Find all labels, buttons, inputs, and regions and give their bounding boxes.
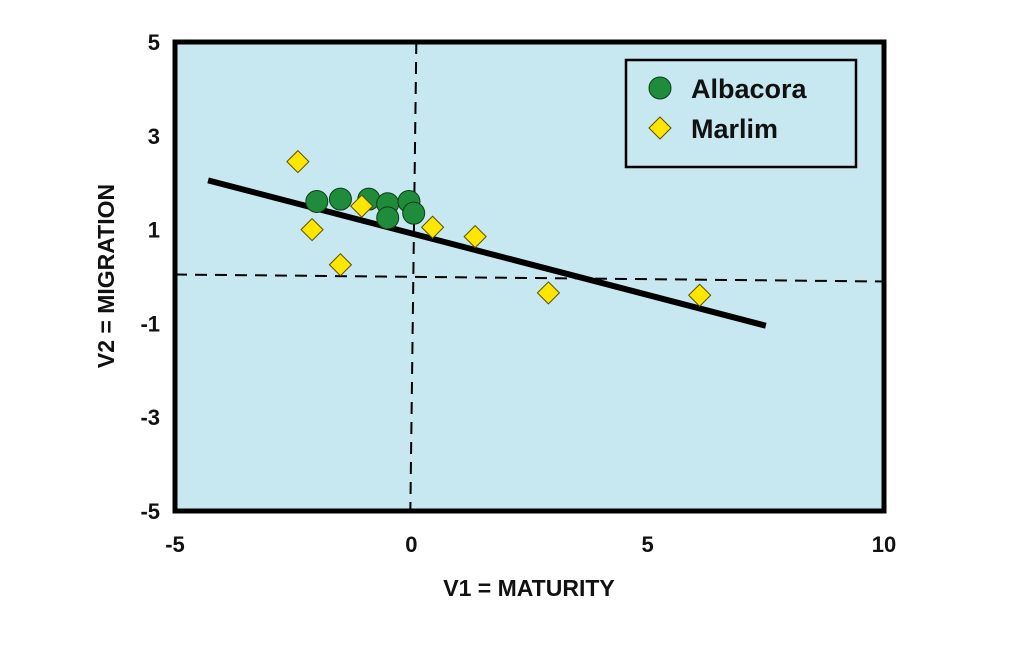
legend: Albacora Marlim [624, 58, 858, 169]
marlim-point [349, 194, 374, 218]
marlim-point [328, 253, 353, 277]
y-axis-title: V2 = MIGRATION [93, 184, 119, 368]
reference-line-horizontal [174, 273, 885, 283]
series-marlim [286, 149, 712, 307]
marlim-point [286, 149, 310, 174]
y-tick-label: -1 [140, 311, 160, 336]
legend-marker-albacora [648, 76, 672, 100]
legend-label-marlim: Marlim [691, 114, 778, 144]
x-tick-label: 5 [642, 532, 654, 557]
y-tick-label: -5 [140, 499, 160, 524]
marlim-point [300, 217, 324, 242]
albacora-point [328, 187, 352, 211]
marlim-point [420, 215, 445, 239]
marlim-point [463, 224, 487, 249]
plot-frame [172, 39, 887, 514]
legend-label-albacora: Albacora [691, 74, 808, 104]
x-tick-label: -5 [165, 532, 185, 557]
y-tick-label: 5 [148, 30, 160, 55]
trend-line [207, 177, 767, 329]
albacora-point [402, 201, 426, 225]
y-tick-label: 3 [148, 124, 160, 149]
y-tick-label: 1 [148, 218, 160, 243]
reference-line-vertical [409, 41, 418, 512]
marlim-point [536, 281, 561, 305]
x-tick-label: 0 [405, 532, 417, 557]
albacora-point [305, 189, 329, 213]
albacora-point [376, 206, 400, 230]
y-tick-label: -3 [140, 405, 160, 430]
marlim-point [687, 283, 712, 307]
x-tick-label: 10 [872, 532, 896, 557]
x-axis-title: V1 = MATURITY [443, 575, 614, 601]
legend-marker-marlim [648, 116, 672, 140]
